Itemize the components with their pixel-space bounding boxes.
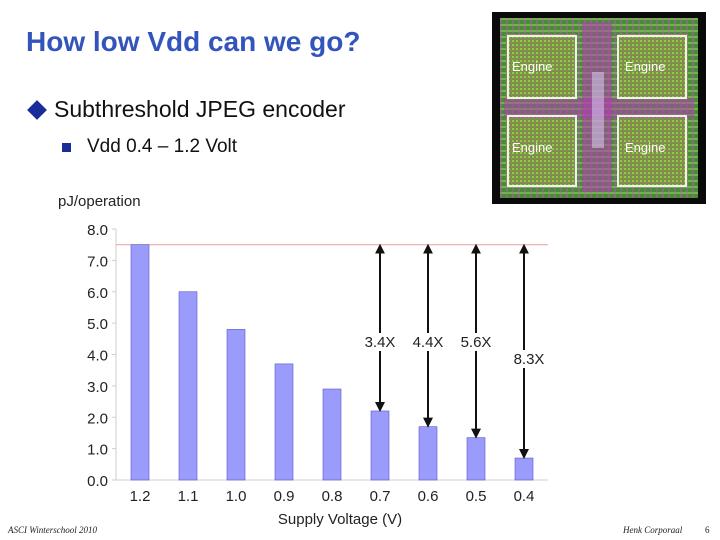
y-tick-label: 6.0 [87, 285, 108, 302]
bar-1.2 [130, 244, 150, 481]
x-tick-label: 1.0 [226, 488, 247, 505]
bar-0.5 [466, 437, 486, 481]
square-bullet-icon [62, 142, 71, 152]
y-axis-label: pJ/operation [58, 193, 141, 210]
x-tick-label: 1.1 [178, 488, 199, 505]
annotation-label-bg [456, 333, 496, 351]
page-number: 6 [705, 525, 710, 535]
bar-1.0 [226, 329, 246, 481]
y-tick-label: 0.0 [87, 473, 108, 490]
bullet-2-text: Vdd 0.4 – 1.2 Volt [87, 136, 238, 157]
bar-0.8 [322, 388, 342, 481]
x-tick-label: 0.8 [322, 488, 343, 505]
engine-label-bottom-right: Engine [625, 140, 665, 155]
x-tick-label: 1.2 [130, 488, 151, 505]
bullet-subthreshold: Subthreshold JPEG encoder [27, 96, 346, 123]
annotation-label-0.5: 5.6X [461, 334, 492, 351]
annotation-label-0.4: 8.3X [514, 351, 545, 368]
engine-label-top-left: Engine [512, 59, 552, 74]
slide-title: How low Vdd can we go? [26, 26, 361, 57]
engine-label-bottom-left: Engine [512, 140, 552, 155]
footer-author: Henk Corporaal [623, 525, 683, 535]
annotation-label-0.6: 4.4X [413, 334, 444, 351]
bar-0.6 [418, 426, 438, 481]
engine-label-top-right: Engine [625, 59, 665, 74]
bullet-vdd-range: Vdd 0.4 – 1.2 Volt [62, 136, 237, 158]
bar-0.7 [370, 410, 390, 481]
annotation-label-bg [509, 350, 549, 368]
y-tick-label: 2.0 [87, 410, 108, 427]
bar-0.4 [514, 457, 534, 481]
annotation-label-bg [360, 333, 400, 351]
bar-0.9 [274, 363, 294, 481]
y-tick-label: 7.0 [87, 253, 108, 270]
x-tick-label: 0.6 [418, 488, 439, 505]
y-tick-label: 5.0 [87, 316, 108, 333]
y-tick-label: 3.0 [87, 379, 108, 396]
x-tick-label: 0.4 [514, 488, 535, 505]
y-tick-label: 4.0 [87, 348, 108, 365]
annotation-label-bg [408, 333, 448, 351]
y-tick-label: 8.0 [87, 222, 108, 239]
bar-1.1 [178, 291, 198, 481]
chip-layout-image: Engine Engine Engine Engine [492, 12, 706, 204]
x-tick-label: 0.7 [370, 488, 391, 505]
bullet-1-text: Subthreshold JPEG encoder [54, 96, 346, 122]
footer-course: ASCI Winterschool 2010 [8, 525, 97, 535]
x-tick-label: 0.5 [466, 488, 487, 505]
annotation-label-0.7: 3.4X [365, 334, 396, 351]
x-tick-label: 0.9 [274, 488, 295, 505]
x-axis-label: Supply Voltage (V) [278, 511, 402, 528]
y-tick-label: 1.0 [87, 442, 108, 459]
